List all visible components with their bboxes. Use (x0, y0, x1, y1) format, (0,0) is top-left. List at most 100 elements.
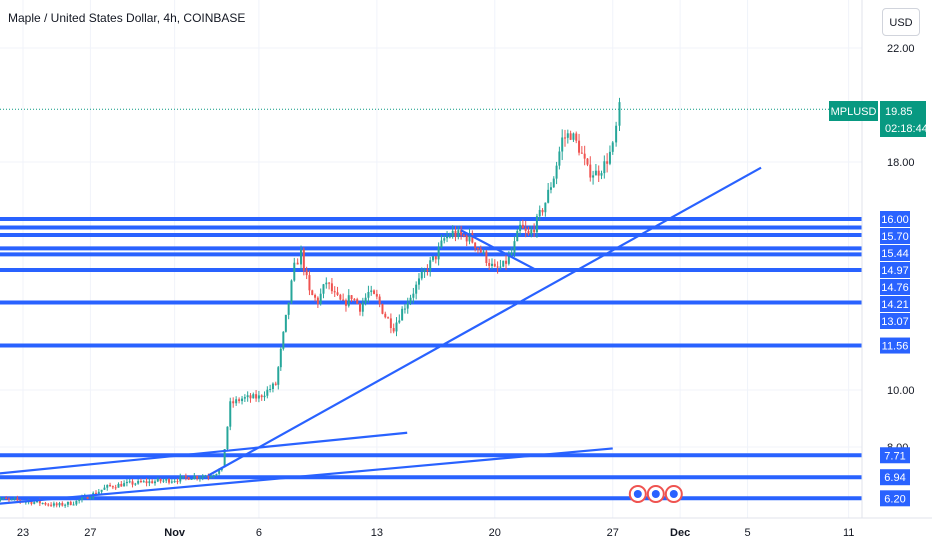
candle-189 (521, 219, 524, 229)
time-axis-label-Dec: Dec (670, 527, 690, 539)
candle-97 (263, 391, 266, 401)
candle-body (457, 230, 460, 238)
candle-51 (134, 482, 137, 486)
candle-body (255, 394, 258, 399)
candle-body (279, 348, 282, 368)
candle-body (443, 238, 446, 241)
candle-181 (499, 259, 502, 270)
candle-215 (594, 163, 597, 176)
level-tag-label-16.00: 16.00 (881, 214, 909, 226)
candle-body (30, 501, 33, 504)
level-tag-label-6.20: 6.20 (884, 493, 905, 505)
candle-152 (417, 273, 420, 290)
time-axis[interactable]: 23 27 Nov 6 13 20 27 Dec 5 11 (17, 527, 854, 539)
candle-body (476, 248, 479, 250)
candle-body (218, 470, 221, 474)
candle-172 (474, 242, 477, 252)
candle-body (342, 299, 345, 301)
candle-body (103, 487, 106, 490)
candle-body (412, 293, 415, 298)
candle-body (611, 142, 614, 152)
candle-body (575, 133, 578, 141)
currency-button[interactable]: USD (882, 8, 920, 36)
candle-29 (72, 501, 75, 506)
candle-201 (555, 161, 558, 185)
candle-body (235, 399, 238, 404)
candle-body (615, 125, 618, 143)
candle-body (5, 498, 8, 500)
candle-body (359, 303, 361, 312)
candle-30 (75, 500, 78, 506)
candle-body (482, 251, 485, 253)
candle-108 (293, 257, 296, 282)
horizontal-levels (0, 217, 862, 501)
candle-54 (142, 479, 145, 483)
candle-139 (381, 303, 384, 315)
candle-body (378, 296, 381, 305)
candle-body (252, 394, 255, 399)
price-axis-label-10.00: 10.00 (887, 385, 915, 397)
candle-122 (333, 286, 336, 297)
candle-body (606, 161, 609, 164)
level-tag-box-11.56 (880, 337, 910, 354)
candle-119 (325, 277, 328, 289)
candle-42 (109, 482, 112, 487)
candle-body (356, 299, 359, 304)
candle-175 (482, 249, 485, 255)
candle-body (314, 294, 317, 298)
candle-83 (223, 449, 226, 468)
candle-148 (406, 297, 409, 314)
candle-body (106, 484, 109, 488)
candle-body (249, 395, 252, 399)
candle-170 (468, 228, 471, 245)
trendline-2[interactable] (0, 447, 613, 506)
candle-body (535, 216, 538, 233)
candle-186 (513, 236, 516, 258)
candle-body (223, 449, 226, 468)
candle-96 (260, 394, 263, 401)
candle-body (47, 504, 50, 506)
candle-49 (128, 478, 131, 484)
candle-100 (271, 382, 274, 393)
candle-body (52, 503, 55, 506)
candle-115 (314, 293, 317, 302)
candle-56 (148, 478, 151, 487)
candle-body (347, 295, 350, 306)
candle-body (311, 290, 314, 295)
candle-body (123, 483, 126, 487)
candle-body (462, 234, 465, 236)
candle-199 (549, 182, 552, 194)
last-price-tag-box (880, 101, 926, 137)
trendline-1[interactable] (0, 431, 408, 477)
candle-116 (316, 296, 319, 308)
candle-body (0, 499, 2, 501)
trendline-0[interactable] (207, 166, 762, 477)
candle-19 (44, 501, 47, 506)
candle-220 (608, 145, 611, 166)
candle-body (184, 476, 187, 478)
candle-177 (488, 258, 491, 270)
candle-body (344, 300, 347, 306)
candle-46 (120, 480, 123, 487)
candle-6 (7, 497, 10, 502)
candle-body (451, 230, 454, 237)
candle-body (168, 479, 171, 483)
economic-event-dot (651, 490, 660, 498)
candle-body (263, 395, 266, 398)
candle-64 (170, 479, 173, 484)
candle-124 (339, 293, 342, 301)
level-price-tags: 16.00 15.70 15.44 14.97 14.76 14.21 13.07 11.56… (880, 211, 910, 507)
level-tag-label-11.56: 11.56 (882, 341, 909, 353)
candle-body (586, 158, 589, 165)
trendline-3[interactable] (460, 229, 538, 272)
candle-161 (443, 234, 446, 244)
candle-body (173, 481, 176, 483)
candle-body (474, 242, 477, 249)
candle-body (561, 137, 564, 152)
candle-47 (123, 480, 126, 487)
chart-grid (0, 0, 862, 518)
candle-205 (566, 129, 569, 144)
candle-92 (249, 393, 252, 403)
candle-206 (569, 130, 572, 141)
